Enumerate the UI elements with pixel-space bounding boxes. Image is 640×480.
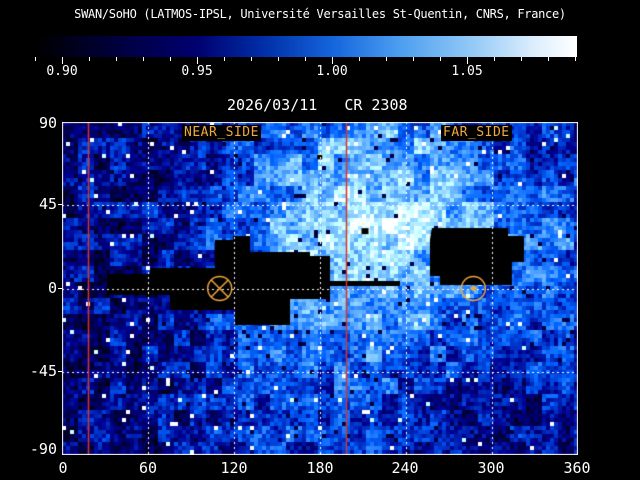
far-side-label: FAR_SIDE [441,125,512,141]
y-axis-tick-label: -90 [29,440,57,458]
y-axis-tick-label: 0 [47,279,57,297]
y-axis-tick [58,288,62,289]
near-side-label: NEAR_SIDE [182,125,261,141]
colorbar-gradient [35,36,577,57]
y-axis-tick [58,371,62,372]
x-axis-tick-label: 120 [220,459,248,477]
x-axis-tick-label: 360 [563,459,591,477]
x-axis-tick-label: 60 [138,459,158,477]
y-axis-tick-label: 90 [38,114,57,132]
colorbar-tick-label: 0.95 [181,64,213,79]
x-axis-tick-label: 0 [58,459,68,477]
colorbar-tick-label: 1.00 [316,64,348,79]
y-axis-tick-label: -45 [29,362,57,380]
observation-line: 2026/03/11 CR 2308 [227,96,408,114]
page-title: SWAN/SoHO (LATMOS-IPSL, Université Versa… [74,7,566,21]
y-axis-tick-label: 45 [38,195,57,213]
x-axis-tick-label: 240 [391,459,419,477]
carrington-rotation: CR 2308 [344,96,408,114]
sky-map-canvas [62,122,578,455]
colorbar-tick-label: 0.90 [46,64,78,79]
observation-date: 2026/03/11 [227,96,318,114]
y-axis-tick [58,204,62,205]
x-axis-tick-label: 180 [306,459,334,477]
colorbar-tick-label: 1.05 [451,64,483,79]
sky-map [62,122,578,455]
x-axis-tick-label: 300 [477,459,505,477]
colorbar-ticks [0,57,640,65]
